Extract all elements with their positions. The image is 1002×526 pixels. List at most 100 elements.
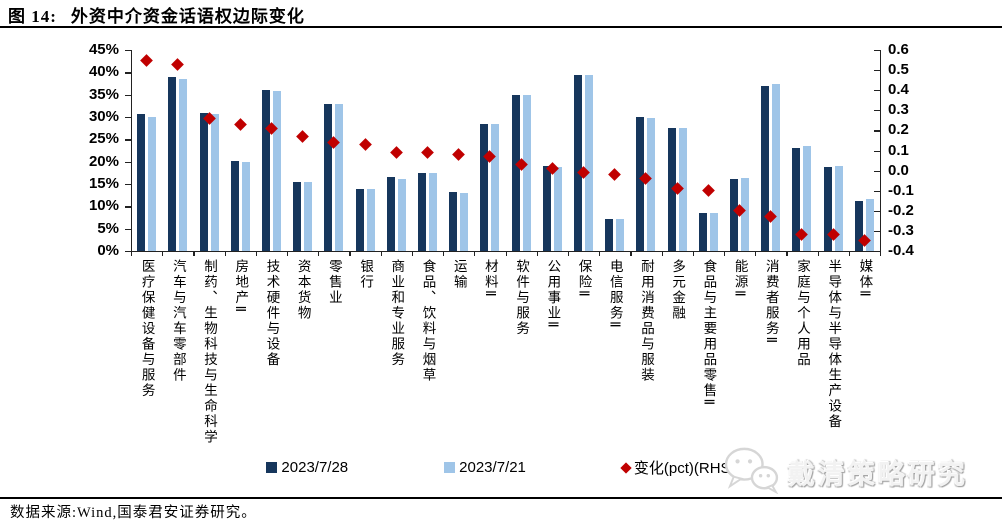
bar-2023/7/28 — [293, 181, 302, 251]
legend-item: 2023/7/21 — [444, 459, 526, 476]
category-label: 资本货物 — [295, 259, 311, 321]
bar-2023/7/21 — [803, 146, 812, 251]
bar-2023/7/28 — [854, 200, 863, 251]
y-axis-tick — [125, 251, 131, 253]
bar-2023/7/21 — [741, 177, 750, 251]
x-axis-tick — [630, 251, 632, 256]
bar-2023/7/28 — [168, 76, 177, 251]
bar-2023/7/28 — [792, 147, 801, 251]
bar-2023/7/21 — [709, 212, 718, 251]
bar-2023/7/28 — [574, 74, 583, 251]
bar-2023/7/21 — [616, 218, 625, 251]
category-label: 房地产Ⅱ — [233, 259, 249, 315]
x-axis-tick — [131, 251, 133, 256]
category-label: 软件与服务 — [514, 259, 530, 337]
category-label: 银行 — [358, 259, 374, 290]
x-axis-tick — [755, 251, 757, 256]
right-axis-tick-label: -0.1 — [888, 181, 914, 199]
y-axis-tick — [125, 50, 131, 52]
bar-2023/7/28 — [230, 161, 239, 251]
category-label: 半导体与半导体生产设备 — [826, 259, 842, 430]
bar-2023/7/21 — [210, 114, 219, 251]
bar-2023/7/28 — [542, 166, 551, 251]
y-axis-tick-label: 35% — [88, 85, 119, 103]
change-diamond — [358, 138, 372, 151]
category-label: 食品、饮料与烟草 — [420, 259, 436, 383]
x-axis-tick — [723, 251, 726, 256]
category-label: 能源Ⅱ — [732, 259, 748, 299]
bar-2023/7/21 — [553, 167, 562, 251]
title-divider-line — [0, 26, 1002, 28]
y-axis-tick — [125, 184, 131, 186]
legend-label: 2023/7/21 — [459, 459, 526, 476]
bar-2023/7/21 — [272, 91, 281, 251]
x-axis-tick — [287, 251, 289, 256]
change-diamond — [140, 53, 153, 67]
data-source-note: 数据来源:Wind,国泰君安证券研究。 — [10, 505, 257, 521]
right-axis-tick-label: 0.2 — [888, 121, 909, 139]
y-axis-tick-label: 25% — [88, 130, 119, 148]
watermark-text: 戴清策略研究 — [788, 460, 968, 490]
bar-2023/7/28 — [261, 90, 270, 251]
x-axis-tick — [193, 251, 195, 256]
chart-legend: 2023/7/28 2023/7/21 变化(pct)(RHS) — [0, 457, 1002, 478]
category-label: 公用事业Ⅱ — [545, 259, 561, 330]
category-label: 医疗保健设备与服务 — [139, 259, 155, 399]
right-axis-tick — [874, 170, 880, 172]
y-axis-tick — [125, 72, 131, 74]
x-axis-tick — [817, 251, 819, 256]
category-label: 电信服务Ⅱ — [607, 259, 623, 330]
x-axis-tick — [786, 251, 788, 256]
category-label: 商业和专业服务 — [389, 259, 405, 368]
category-label: 材料Ⅱ — [482, 259, 498, 299]
category-label: 运输 — [451, 259, 467, 290]
figure-title-text: 外资中介资金话语权边际变化 — [70, 7, 305, 26]
bar-2023/7/21 — [865, 199, 874, 251]
y-axis-tick-label: 5% — [97, 219, 119, 237]
right-axis-tick — [874, 150, 880, 152]
footer-divider-line — [0, 497, 1002, 499]
figure-number: 图 14: — [8, 7, 57, 26]
category-label: 耐用消费品与服装 — [638, 259, 654, 383]
bar-2023/7/28 — [386, 177, 395, 251]
right-axis-tick — [874, 230, 880, 233]
bar-2023/7/28 — [636, 117, 645, 251]
x-axis-tick — [474, 251, 476, 256]
bar-2023/7/21 — [585, 75, 594, 251]
bar-2023/7/21 — [335, 104, 344, 251]
bar-2023/7/21 — [428, 173, 437, 251]
change-diamond — [701, 184, 715, 198]
right-axis-tick — [874, 251, 880, 253]
watermark: 戴清策略研究 — [722, 446, 968, 499]
bar-2023/7/21 — [647, 118, 656, 251]
y-axis-tick — [125, 139, 131, 141]
x-axis-tick — [661, 251, 663, 256]
x-axis-tick — [880, 251, 882, 256]
y-axis-tick-label: 45% — [88, 41, 119, 58]
x-axis-tick — [599, 251, 601, 256]
right-axis-tick — [874, 130, 880, 132]
bar-2023/7/28 — [605, 218, 614, 251]
x-axis-tick — [162, 251, 164, 256]
category-label: 零售业 — [326, 259, 342, 306]
legend-square-marker — [266, 462, 278, 473]
category-label: 家庭与个人用品 — [794, 259, 810, 368]
right-axis-tick-label: 0.0 — [888, 161, 909, 179]
change-diamond — [452, 148, 466, 161]
bar-2023/7/28 — [480, 123, 489, 251]
y-axis-tick — [125, 228, 131, 230]
y-axis-tick — [125, 161, 131, 163]
category-label: 技术硬件与设备 — [264, 259, 280, 368]
x-axis-tick — [443, 251, 445, 256]
category-label: 多元金融 — [670, 259, 686, 321]
right-axis-tick — [874, 90, 880, 92]
bar-2023/7/21 — [772, 84, 781, 251]
y-axis-left — [131, 50, 133, 251]
y-axis-tick-label: 30% — [88, 108, 119, 125]
y-axis-tick — [125, 206, 131, 208]
category-label: 保险Ⅱ — [576, 259, 592, 299]
bar-2023/7/28 — [730, 179, 739, 251]
category-label: 消费者服务Ⅱ — [763, 259, 779, 346]
right-axis-tick-label: 0.1 — [888, 141, 909, 159]
